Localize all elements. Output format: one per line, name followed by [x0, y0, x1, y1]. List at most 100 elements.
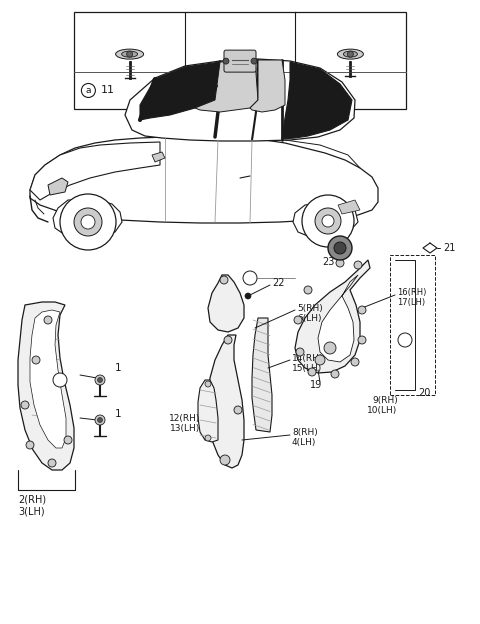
Circle shape: [358, 336, 366, 344]
Ellipse shape: [116, 49, 144, 59]
Text: 4(LH): 4(LH): [292, 437, 316, 447]
Circle shape: [97, 378, 103, 383]
Text: c: c: [403, 336, 408, 344]
Polygon shape: [250, 60, 285, 112]
Text: 22: 22: [272, 278, 285, 288]
Text: 21: 21: [443, 243, 456, 253]
Circle shape: [302, 195, 354, 247]
Bar: [390, 255, 435, 395]
Circle shape: [21, 401, 29, 409]
Text: 1: 1: [115, 363, 121, 373]
Text: 12(RH): 12(RH): [168, 414, 200, 422]
Text: 2(RH): 2(RH): [18, 495, 46, 505]
Text: 6(LH): 6(LH): [297, 313, 322, 323]
Polygon shape: [125, 59, 355, 141]
Text: 5(RH): 5(RH): [297, 303, 323, 313]
Circle shape: [82, 84, 96, 97]
Polygon shape: [195, 60, 258, 112]
Circle shape: [205, 435, 211, 441]
Polygon shape: [208, 275, 244, 332]
Polygon shape: [318, 275, 358, 362]
Circle shape: [234, 406, 242, 414]
Circle shape: [315, 208, 341, 234]
Polygon shape: [30, 137, 378, 223]
Text: 9(RH): 9(RH): [372, 396, 398, 404]
Text: a: a: [85, 86, 91, 95]
Polygon shape: [208, 335, 244, 468]
Polygon shape: [282, 62, 352, 139]
Text: 16(RH): 16(RH): [397, 288, 426, 298]
Ellipse shape: [337, 49, 363, 59]
Circle shape: [32, 356, 40, 364]
Circle shape: [245, 293, 251, 299]
Text: 14(RH): 14(RH): [292, 354, 324, 363]
Text: 18: 18: [321, 85, 336, 95]
Polygon shape: [198, 380, 218, 442]
Circle shape: [64, 436, 72, 444]
Circle shape: [95, 375, 105, 385]
Text: c: c: [307, 86, 312, 95]
Circle shape: [294, 316, 302, 324]
Circle shape: [351, 358, 359, 366]
Polygon shape: [18, 302, 74, 470]
Polygon shape: [53, 200, 122, 238]
Circle shape: [304, 286, 312, 294]
Circle shape: [334, 242, 346, 254]
Circle shape: [60, 194, 116, 250]
Ellipse shape: [121, 51, 138, 57]
Polygon shape: [152, 152, 165, 162]
Polygon shape: [30, 310, 66, 448]
Circle shape: [44, 316, 52, 324]
Polygon shape: [30, 142, 160, 200]
Circle shape: [48, 459, 56, 467]
Circle shape: [97, 417, 103, 422]
Circle shape: [95, 415, 105, 425]
Text: 17(LH): 17(LH): [397, 298, 425, 306]
Circle shape: [336, 259, 344, 267]
Text: 19: 19: [310, 380, 322, 390]
Circle shape: [315, 355, 325, 365]
Circle shape: [328, 236, 352, 260]
Text: 15(LH): 15(LH): [292, 364, 322, 373]
Text: 11: 11: [100, 85, 114, 95]
Circle shape: [220, 455, 230, 465]
Circle shape: [331, 370, 339, 378]
Circle shape: [348, 51, 353, 57]
Ellipse shape: [343, 51, 358, 57]
Text: 23: 23: [322, 257, 334, 267]
Circle shape: [354, 261, 362, 269]
Circle shape: [358, 306, 366, 314]
Circle shape: [205, 381, 211, 387]
Circle shape: [192, 84, 206, 97]
Circle shape: [296, 348, 304, 356]
Circle shape: [243, 271, 257, 285]
Text: 13(LH): 13(LH): [170, 424, 200, 432]
Text: 8(RH): 8(RH): [292, 427, 318, 437]
Bar: [74, 12, 406, 109]
Text: b: b: [247, 273, 252, 283]
Circle shape: [26, 441, 34, 449]
Text: 1: 1: [115, 409, 121, 419]
Circle shape: [81, 215, 95, 229]
Text: 7: 7: [211, 85, 218, 95]
Circle shape: [127, 51, 132, 57]
Circle shape: [223, 58, 229, 64]
Polygon shape: [293, 202, 358, 238]
Circle shape: [251, 58, 257, 64]
Polygon shape: [140, 62, 220, 120]
Text: a: a: [58, 376, 62, 384]
Circle shape: [224, 336, 232, 344]
Text: 20: 20: [418, 388, 431, 398]
Polygon shape: [48, 178, 68, 195]
Text: 3(LH): 3(LH): [18, 507, 45, 517]
Circle shape: [322, 215, 334, 227]
Circle shape: [302, 84, 316, 97]
Circle shape: [74, 208, 102, 236]
FancyBboxPatch shape: [224, 50, 256, 72]
Polygon shape: [338, 200, 360, 214]
Circle shape: [220, 276, 228, 284]
Text: 10(LH): 10(LH): [367, 406, 397, 414]
Circle shape: [324, 342, 336, 354]
Text: b: b: [196, 86, 202, 95]
Polygon shape: [252, 318, 272, 432]
